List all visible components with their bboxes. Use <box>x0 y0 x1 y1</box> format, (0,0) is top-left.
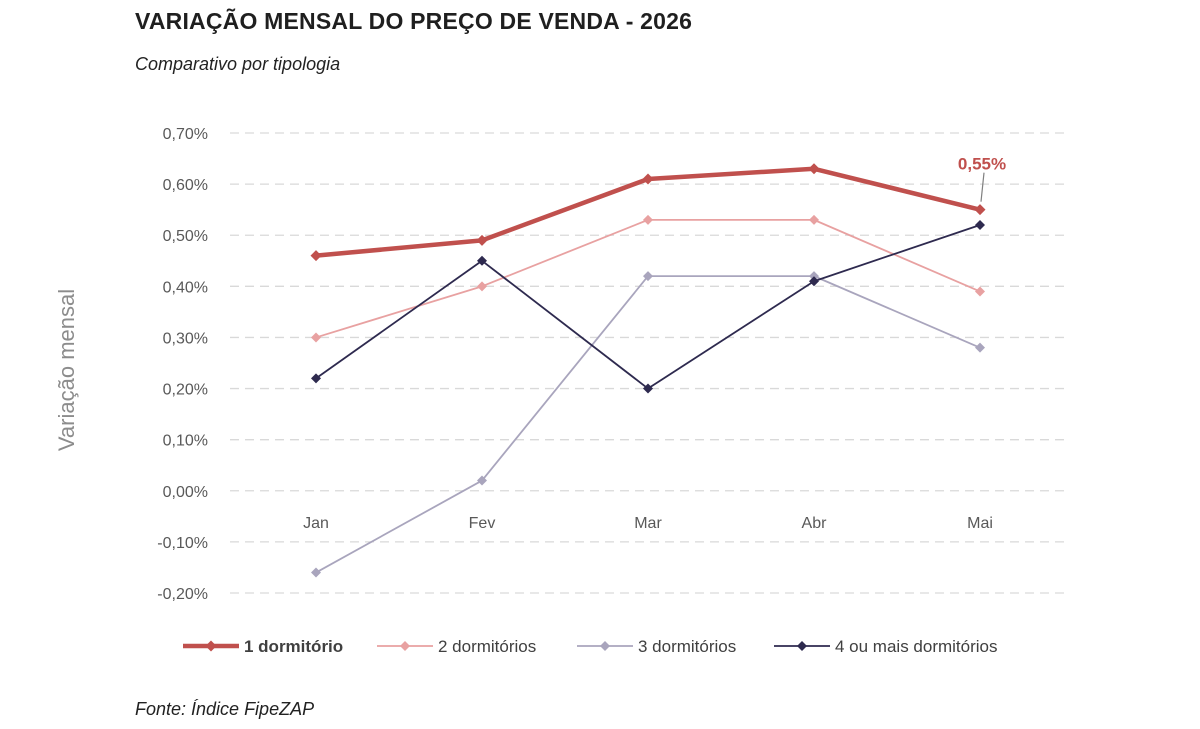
data-point <box>477 255 487 266</box>
data-point <box>477 475 487 486</box>
data-point <box>311 373 321 384</box>
series-2 <box>311 214 985 343</box>
chart-subtitle: Comparativo por tipologia <box>135 54 341 74</box>
annotation-leader <box>980 172 985 202</box>
legend-label: 3 dormitórios <box>638 637 736 656</box>
y-tick-label: 0,60% <box>163 177 208 194</box>
legend-item: 3 dormitórios <box>577 637 736 656</box>
x-tick-label: Mai <box>967 515 993 532</box>
legend-swatch-marker <box>400 641 410 651</box>
y-tick-label: -0,10% <box>157 535 208 552</box>
x-tick-label: Jan <box>303 515 329 532</box>
y-tick-label: 0,40% <box>163 279 208 296</box>
annotation-label: 0,55% <box>958 155 1006 174</box>
data-point <box>643 383 653 394</box>
data-point <box>310 250 322 262</box>
y-tick-label: 0,30% <box>163 330 208 347</box>
data-point <box>311 332 321 343</box>
series-lines <box>310 163 986 578</box>
data-point <box>975 286 985 297</box>
annotations: 0,55% <box>958 155 1006 202</box>
legend-swatch-marker <box>205 640 217 652</box>
data-point <box>311 567 321 578</box>
data-point <box>476 234 488 246</box>
series-4 <box>311 220 985 394</box>
legend-swatch-marker <box>600 641 610 651</box>
data-point <box>975 342 985 353</box>
data-point <box>809 214 819 225</box>
y-tick-label: 0,20% <box>163 382 208 399</box>
legend-label: 4 ou mais dormitórios <box>835 637 998 656</box>
data-point <box>975 220 985 230</box>
legend-item: 1 dormitório <box>183 637 343 656</box>
series-3 <box>311 271 985 578</box>
y-tick-label: 0,10% <box>163 433 208 450</box>
y-tick-label: 0,70% <box>163 126 208 143</box>
y-axis-label: Variação mensal <box>54 289 79 451</box>
data-point <box>809 271 819 282</box>
x-tick-label: Fev <box>469 515 496 532</box>
x-tick-label: Abr <box>802 515 828 532</box>
data-point <box>642 173 654 185</box>
data-point <box>809 276 819 287</box>
y-tick-label: 0,50% <box>163 228 208 245</box>
series-1 <box>310 163 986 262</box>
legend-label: 2 dormitórios <box>438 637 536 656</box>
legend-swatch-marker <box>797 641 807 651</box>
y-axis-ticks: 0,70% 0,60% 0,50% 0,40% 0,30% 0,20% 0,10% 0,00%… <box>157 126 208 603</box>
chart-title: VARIAÇÃO MENSAL DO PREÇO DE VENDA - 2026 <box>135 8 693 34</box>
source-note: Fonte: Índice FipeZAP <box>135 699 315 719</box>
legend-item: 4 ou mais dormitórios <box>774 637 998 656</box>
legend-item: 2 dormitórios <box>377 637 536 656</box>
x-axis-ticks: Jan Fev Mar Abr Mai <box>303 515 993 532</box>
gridlines <box>230 132 1065 594</box>
x-tick-label: Mar <box>634 515 662 532</box>
data-point <box>808 163 820 175</box>
legend-label: 1 dormitório <box>244 637 343 656</box>
y-tick-label: -0,20% <box>157 586 208 603</box>
legend: 1 dormitório 2 dormitórios 3 dormitórios 4 … <box>183 637 998 656</box>
data-point <box>643 271 653 282</box>
y-tick-label: 0,00% <box>163 484 208 501</box>
series-line <box>315 224 981 390</box>
data-point <box>477 281 487 292</box>
data-point <box>974 204 986 216</box>
data-point <box>643 214 653 225</box>
